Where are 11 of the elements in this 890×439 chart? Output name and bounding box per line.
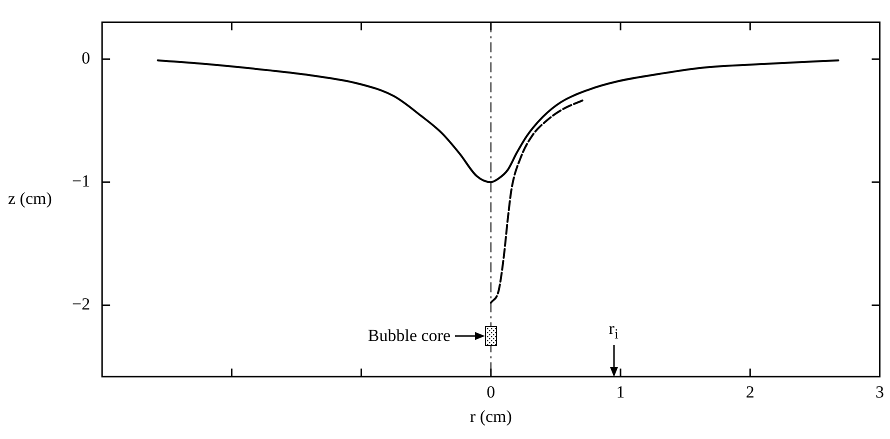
x-tick-label: 3 (876, 382, 884, 402)
x-tick-label: 0 (486, 382, 496, 402)
y-tick-label: −2 (72, 294, 90, 314)
x-tick-label: 1 (616, 382, 625, 402)
x-axis-title: r (cm) (470, 406, 512, 427)
x-tick-label: 2 (746, 382, 754, 402)
y-tick-label: −1 (72, 172, 90, 191)
annotation: Bubble core (368, 326, 451, 346)
y-tick-label: 0 (82, 48, 90, 68)
annotation: r$_{i}$ (608, 318, 618, 343)
y-axis-title: z (cm) (8, 189, 52, 210)
